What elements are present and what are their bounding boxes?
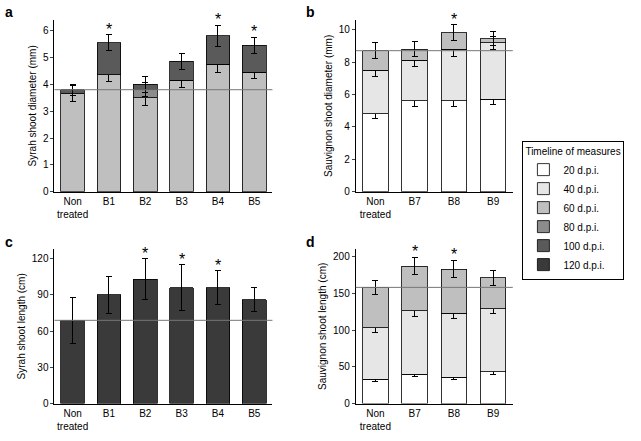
svg-text:30: 30 xyxy=(37,362,49,373)
svg-text:B3: B3 xyxy=(175,408,188,419)
svg-text:b: b xyxy=(306,4,315,20)
svg-text:Nontreated: Nontreated xyxy=(360,196,391,220)
svg-text:8: 8 xyxy=(344,57,350,68)
svg-text:50: 50 xyxy=(339,361,351,372)
svg-text:B4: B4 xyxy=(212,408,225,419)
svg-text:Syrah shoot length (cm): Syrah shoot length (cm) xyxy=(16,273,27,379)
svg-text:B5: B5 xyxy=(248,408,261,419)
svg-text:2: 2 xyxy=(344,154,350,165)
svg-text:B1: B1 xyxy=(103,408,116,419)
svg-text:Sauvignon shoot length (cm): Sauvignon shoot length (cm) xyxy=(317,263,328,390)
svg-text:B3: B3 xyxy=(175,196,188,207)
svg-text:200: 200 xyxy=(333,251,350,262)
svg-text:40 d.p.i.: 40 d.p.i. xyxy=(563,184,599,195)
svg-text:2: 2 xyxy=(43,133,49,144)
svg-text:20 d.p.i.: 20 d.p.i. xyxy=(563,165,599,176)
svg-text:150: 150 xyxy=(333,288,350,299)
svg-text:B8: B8 xyxy=(448,408,461,419)
svg-text:80 d.p.i.: 80 d.p.i. xyxy=(563,222,599,233)
svg-text:6: 6 xyxy=(43,25,49,36)
svg-text:*: * xyxy=(412,243,418,260)
svg-text:3: 3 xyxy=(43,106,49,117)
svg-text:*: * xyxy=(142,245,148,262)
svg-text:*: * xyxy=(251,23,257,40)
svg-text:B7: B7 xyxy=(409,408,422,419)
svg-text:90: 90 xyxy=(37,289,49,300)
svg-text:Timeline of measures: Timeline of measures xyxy=(525,146,620,157)
svg-text:100 d.p.i.: 100 d.p.i. xyxy=(563,241,604,252)
svg-text:Nontreated: Nontreated xyxy=(57,408,88,432)
svg-text:B9: B9 xyxy=(487,196,500,207)
svg-text:5: 5 xyxy=(43,52,49,63)
svg-text:B5: B5 xyxy=(248,196,261,207)
svg-text:120 d.p.i.: 120 d.p.i. xyxy=(563,260,604,271)
svg-text:*: * xyxy=(451,246,457,263)
svg-text:4: 4 xyxy=(43,79,49,90)
svg-text:10: 10 xyxy=(339,24,351,35)
svg-text:120: 120 xyxy=(32,253,49,264)
svg-text:60 d.p.i.: 60 d.p.i. xyxy=(563,203,599,214)
svg-text:0: 0 xyxy=(43,398,49,409)
svg-text:4: 4 xyxy=(344,121,350,132)
svg-text:a: a xyxy=(5,4,13,20)
svg-text:Sauvignon shoot diameter (mm): Sauvignon shoot diameter (mm) xyxy=(323,35,334,177)
svg-text:Nontreated: Nontreated xyxy=(360,408,391,432)
svg-text:6: 6 xyxy=(344,89,350,100)
svg-text:100: 100 xyxy=(333,325,350,336)
svg-text:*: * xyxy=(451,11,457,28)
svg-text:0: 0 xyxy=(43,186,49,197)
svg-text:B9: B9 xyxy=(487,408,500,419)
svg-text:c: c xyxy=(5,234,13,250)
svg-text:1: 1 xyxy=(43,159,49,170)
svg-text:B2: B2 xyxy=(139,408,152,419)
svg-text:B1: B1 xyxy=(103,196,116,207)
svg-text:Nontreated: Nontreated xyxy=(57,196,88,220)
svg-text:B8: B8 xyxy=(448,196,461,207)
svg-text:0: 0 xyxy=(344,186,350,197)
svg-text:*: * xyxy=(179,251,185,268)
svg-text:*: * xyxy=(215,11,221,28)
svg-text:Syrah shoot diameter (mm): Syrah shoot diameter (mm) xyxy=(27,45,38,166)
svg-text:B7: B7 xyxy=(409,196,422,207)
svg-text:60: 60 xyxy=(37,326,49,337)
svg-text:B2: B2 xyxy=(139,196,152,207)
svg-text:0: 0 xyxy=(344,398,350,409)
svg-text:B4: B4 xyxy=(212,196,225,207)
svg-text:*: * xyxy=(215,257,221,274)
svg-text:d: d xyxy=(306,234,315,250)
svg-text:*: * xyxy=(106,21,112,38)
